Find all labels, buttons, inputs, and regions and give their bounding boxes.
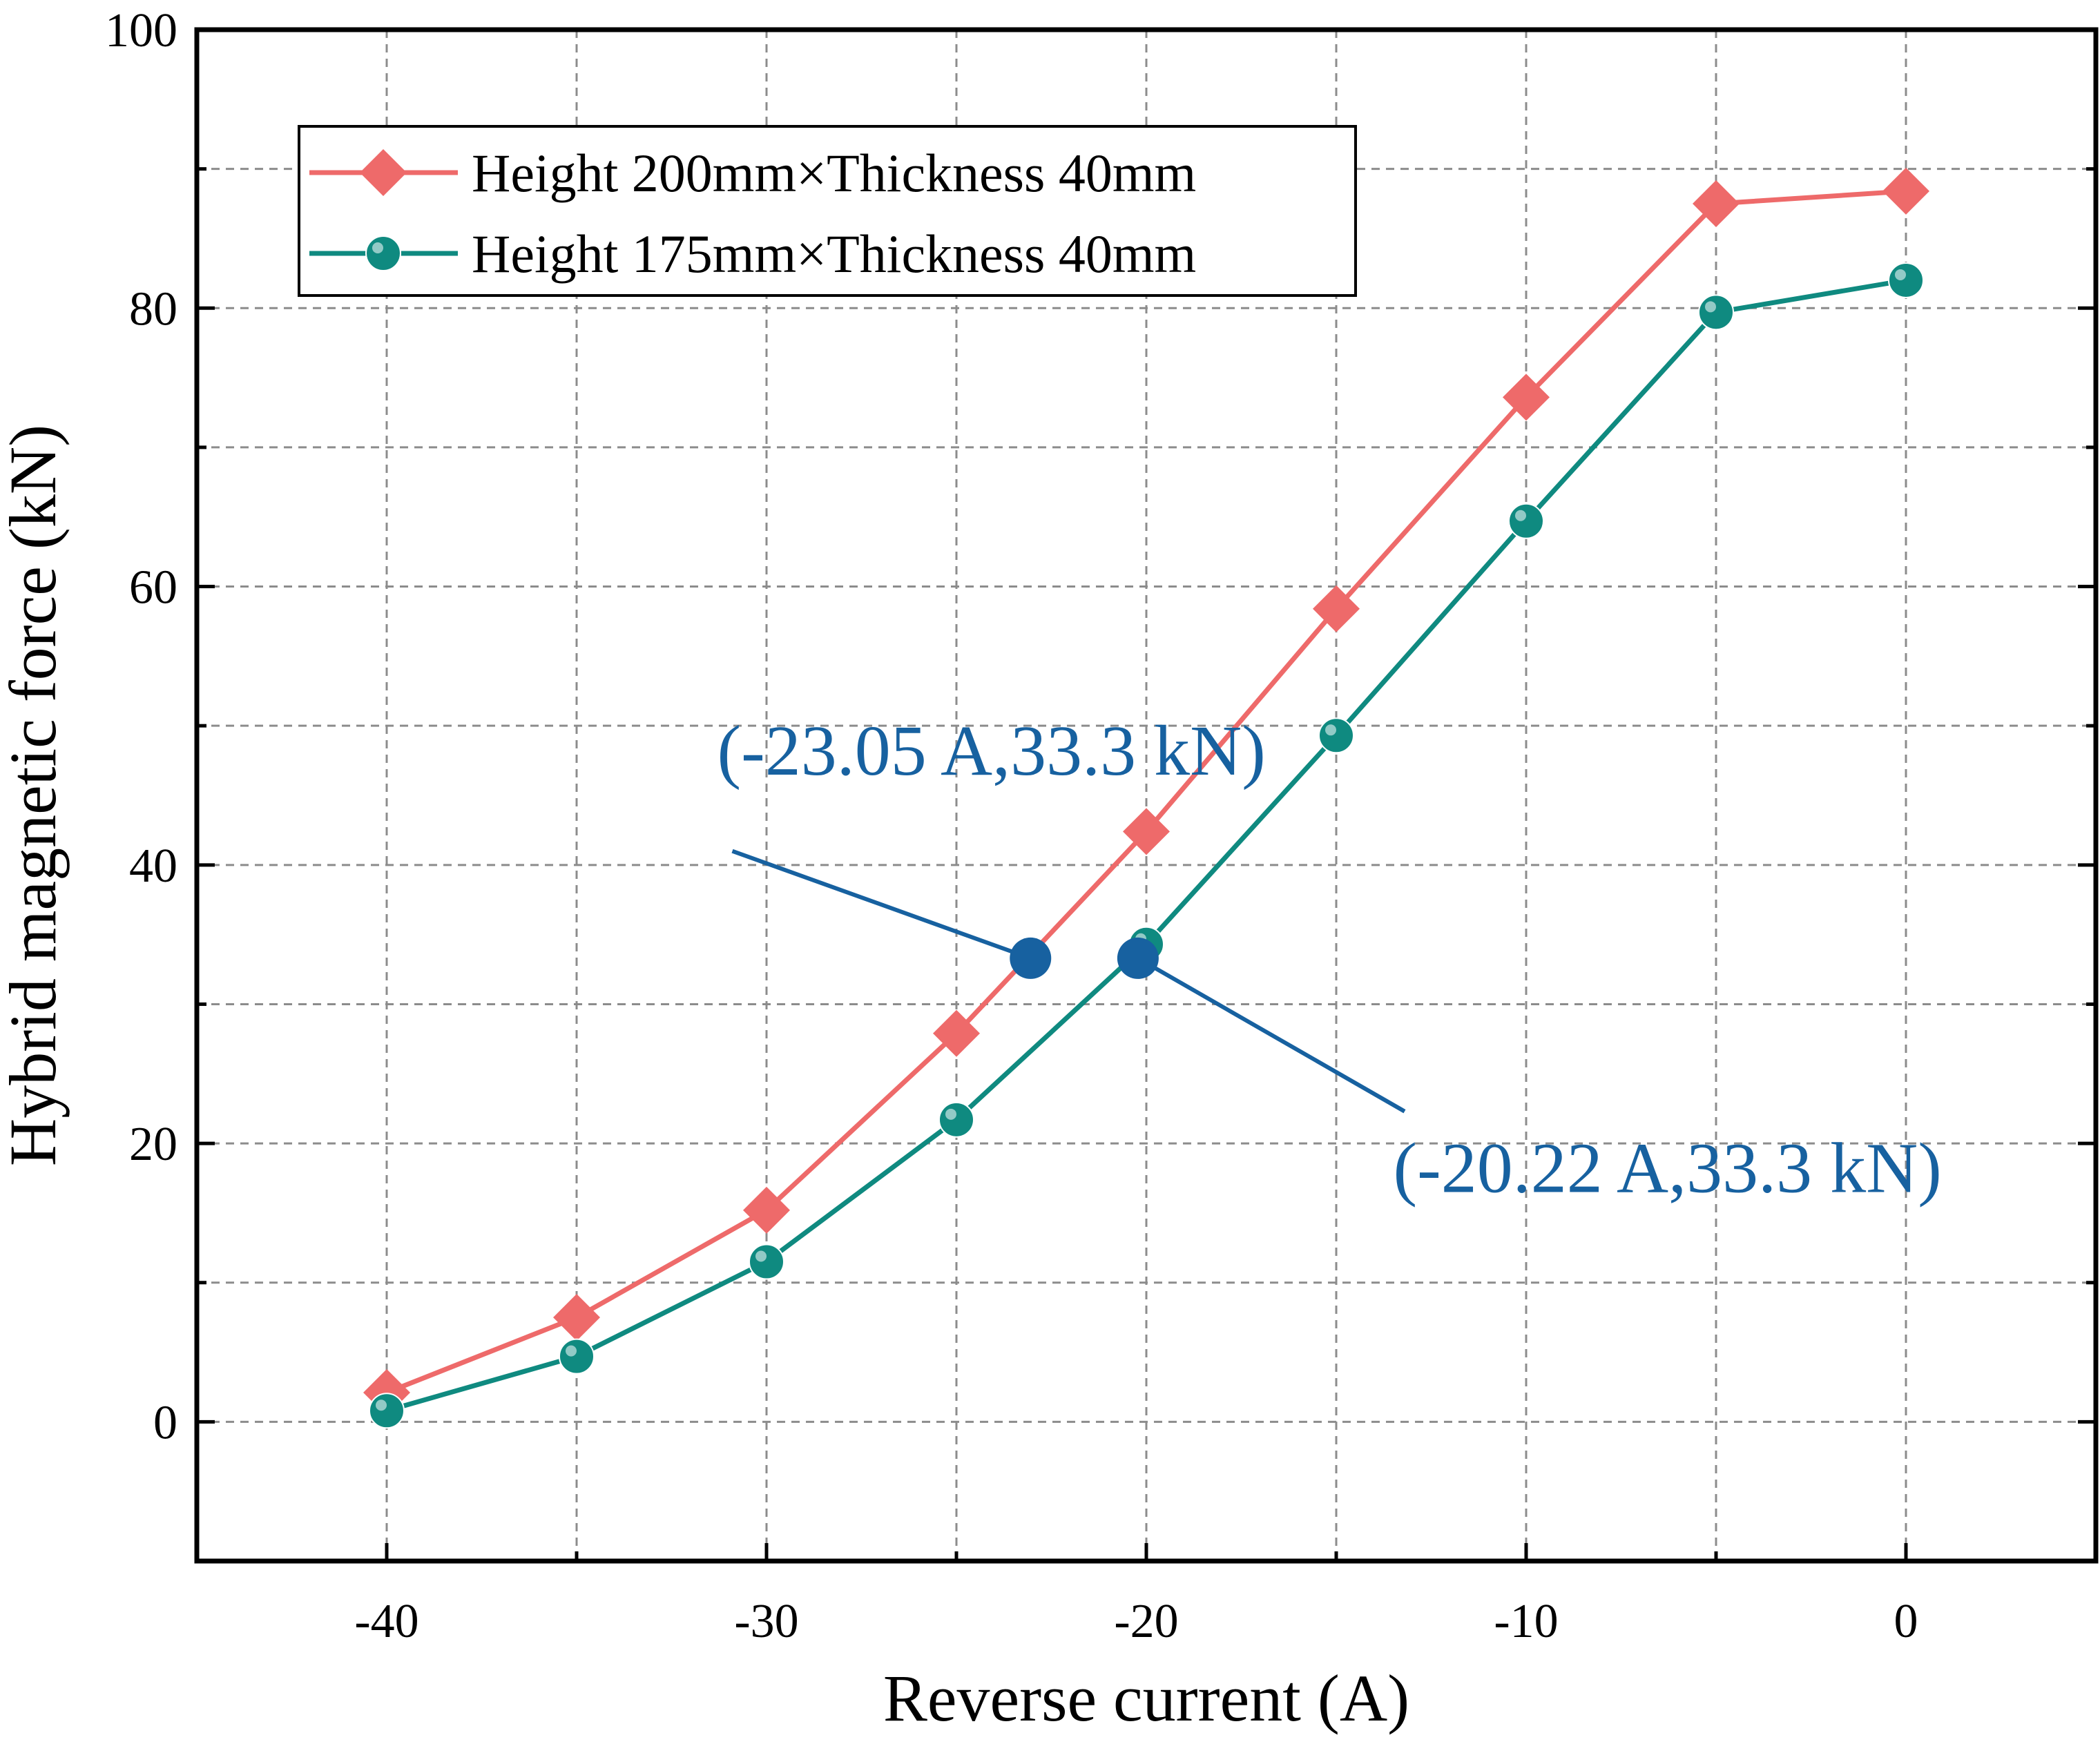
marker-highlight [1895, 269, 1906, 280]
y-axis-title: Hybrid magnetic force (kN) [0, 425, 70, 1166]
marker-body [365, 235, 401, 271]
annotation-label: (-20.22 A,33.3 kN) [1394, 1129, 1942, 1208]
marker-body [1888, 262, 1924, 298]
marker-highlight [755, 1250, 767, 1262]
x-tick-label: -40 [354, 1595, 418, 1648]
y-tick-label: 100 [105, 4, 177, 57]
x-tick-label: 0 [1894, 1595, 1918, 1648]
legend: Height 200mm×Thickness 40mm Height 175mm×… [298, 125, 1357, 297]
legend-marker [360, 149, 407, 196]
marker-body [1698, 294, 1734, 331]
series-1-point [933, 1009, 980, 1057]
marker-body [938, 1101, 974, 1138]
series-1-point [553, 1294, 600, 1341]
marker-body [369, 1393, 405, 1429]
legend-entry-2: Height 175mm×Thickness 40mm [309, 224, 1196, 284]
marker-highlight [566, 1345, 577, 1357]
annotation-pointer [731, 849, 1032, 960]
series-2-point [1318, 717, 1354, 754]
marker-highlight [1325, 724, 1336, 736]
marker-body [1508, 503, 1544, 539]
annotation-point [1010, 937, 1052, 979]
series-2-point [1698, 294, 1734, 331]
series-2-point [1888, 262, 1924, 298]
marker-highlight [1515, 510, 1526, 521]
series-1-point [1882, 167, 1929, 215]
marker-body [749, 1243, 784, 1280]
marker-body [1318, 717, 1354, 754]
x-axis-title: Reverse current (A) [883, 1661, 1409, 1735]
series-2-point [749, 1243, 784, 1280]
y-tick-label: 80 [129, 282, 177, 336]
annotations-layer: (-23.05 A,33.3 kN) (-20.22 A,33.3 kN) [717, 711, 1942, 1208]
series-2-point [369, 1393, 405, 1429]
x-tick-label: -10 [1494, 1595, 1558, 1648]
y-tick-label: 20 [129, 1118, 177, 1171]
legend-marker [365, 235, 401, 271]
x-tick-label: -30 [734, 1595, 798, 1648]
series-2-point [1508, 503, 1544, 539]
annotation-label: (-23.05 A,33.3 kN) [717, 711, 1266, 791]
y-tick-label: 40 [129, 840, 177, 893]
series-1 [363, 167, 1929, 1417]
marker-body [559, 1338, 595, 1375]
y-tick-label: 0 [153, 1396, 177, 1449]
legend-label: Height 200mm×Thickness 40mm [472, 143, 1196, 203]
annotation-1: (-23.05 A,33.3 kN) [717, 711, 1266, 979]
grid-lines [197, 30, 2096, 1561]
series-1-point [743, 1186, 790, 1234]
axis-ticks: -40 -30 -20 -10 0 0 20 40 60 80 100 [105, 4, 2096, 1648]
legend-entry-1: Height 200mm×Thickness 40mm [309, 143, 1196, 203]
y-tick-label: 60 [129, 561, 177, 614]
marker-highlight [372, 242, 383, 253]
series-2-point [938, 1101, 974, 1138]
annotation-pointer [1137, 956, 1406, 1114]
series-1-point [1123, 808, 1170, 855]
legend-box [298, 125, 1357, 297]
annotation-2: (-20.22 A,33.3 kN) [1117, 937, 1942, 1208]
marker-highlight [376, 1399, 387, 1411]
series-1-point [1693, 180, 1740, 228]
series-2-point [559, 1338, 595, 1375]
series-1-point [1503, 374, 1550, 421]
marker-highlight [1705, 301, 1716, 313]
legend-label: Height 175mm×Thickness 40mm [472, 224, 1196, 284]
annotation-point [1117, 937, 1159, 979]
marker-highlight [945, 1108, 956, 1120]
x-tick-label: -20 [1114, 1595, 1178, 1648]
series-1-point [1313, 585, 1360, 632]
